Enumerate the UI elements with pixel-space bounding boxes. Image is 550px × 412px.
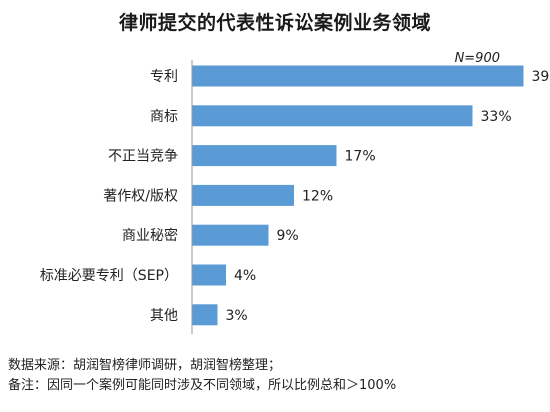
chart-area: N=900 专利 39% 商标 33% 不正当竞争 17% 著作权/版权 12% 商业秘密 9% 标准…	[40, 51, 550, 334]
bar	[192, 184, 294, 206]
category-label: 专利	[150, 69, 178, 85]
value-label: 9%	[277, 228, 299, 244]
value-label: 12%	[302, 188, 333, 204]
value-label: 4%	[234, 268, 256, 284]
bar	[192, 224, 269, 246]
value-label: 3%	[226, 308, 248, 324]
value-label: 33%	[481, 109, 512, 125]
bar	[192, 304, 218, 326]
source-note: 数据来源：胡润智榜律师调研，胡润智榜整理；	[8, 358, 282, 373]
category-label: 不正当竞争	[108, 148, 178, 165]
bar	[192, 105, 473, 127]
value-label: 17%	[345, 149, 376, 165]
bar	[192, 264, 226, 286]
remark-note: 备注：因同一个案例可能同时涉及不同领域，所以比例总和＞100%	[8, 378, 397, 393]
category-label: 商业秘密	[122, 227, 178, 244]
category-label: 商标	[150, 109, 178, 125]
sample-size-annotation: N=900	[455, 51, 500, 66]
category-label: 著作权/版权	[103, 188, 178, 204]
value-label: 39%	[532, 69, 550, 85]
category-label: 标准必要专利（SEP）	[40, 268, 178, 284]
chart-title: 律师提交的代表性诉讼案例业务领域	[118, 12, 431, 34]
bar	[192, 65, 524, 87]
bar-chart: N=900 专利 39% 商标 33% 不正当竞争 17% 著作权/版权 12% 商业秘密 9% 标准…	[40, 51, 550, 334]
category-label: 其他	[150, 308, 178, 324]
bar	[192, 145, 337, 167]
footnotes: 数据来源：胡润智榜律师调研，胡润智榜整理； 备注：因同一个案例可能同时涉及不同领…	[8, 356, 396, 396]
